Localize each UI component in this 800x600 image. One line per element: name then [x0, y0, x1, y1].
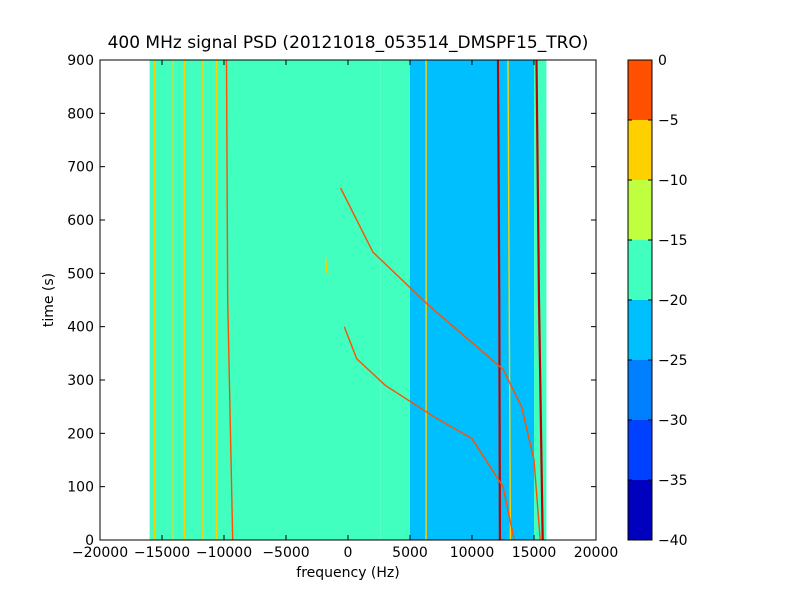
colorbar-tick-label: −15 [658, 233, 688, 249]
colorbar-segment [628, 60, 652, 120]
psd-region-3 [499, 60, 534, 540]
colorbar-tick-label: −10 [658, 173, 688, 189]
y-tick-label: 300 [67, 373, 94, 389]
y-tick-label: 100 [67, 480, 94, 496]
x-tick-label: −15000 [134, 545, 190, 561]
colorbar-tick-label: −40 [658, 533, 688, 549]
signal-trace-8 [507, 59, 512, 541]
x-tick-label: 0 [344, 545, 353, 561]
signal-trace-12 [343, 326, 515, 541]
psd-region-0 [149, 60, 381, 540]
colorbar-tick-label: −5 [658, 113, 679, 129]
x-tick-label: −20000 [72, 545, 128, 561]
colorbar-tick-label: −30 [658, 413, 688, 429]
colorbar-segment [628, 120, 652, 180]
colorbar-segment [628, 480, 652, 540]
x-tick-label: −10000 [196, 545, 252, 561]
y-tick-label: 900 [67, 53, 94, 69]
x-tick-label: 5000 [392, 545, 428, 561]
x-tick-label: 15000 [512, 545, 557, 561]
y-tick-label: 0 [85, 533, 94, 549]
colorbar-tick-label: −20 [658, 293, 688, 309]
colorbar-segment [628, 420, 652, 480]
y-tick-label: 600 [67, 213, 94, 229]
y-tick-label: 400 [67, 320, 94, 336]
x-tick-label: 20000 [574, 545, 619, 561]
y-tick-label: 800 [67, 106, 94, 122]
y-axis-label: time (s) [41, 273, 57, 327]
colorbar: −40 −35 −30 −25 −20 −15 −10 −5 0 [627, 53, 688, 549]
colorbar-segment [628, 300, 652, 360]
signal-trace-11 [339, 187, 541, 541]
colorbar-tick-label: −25 [658, 353, 688, 369]
axis-ticks: −20000 −15000 −10000 −5000 0 5000 10000 15000 20… [67, 53, 618, 561]
x-tick-label: 10000 [450, 545, 495, 561]
psd-region-1 [380, 60, 410, 540]
y-tick-label: 200 [67, 426, 94, 442]
colorbar-segment [628, 180, 652, 240]
chart-title: 400 MHz signal PSD (20121018_053514_DMSP… [108, 33, 589, 53]
colorbar-segment [628, 360, 652, 420]
psd-region-2 [410, 60, 500, 540]
x-tick-label: −5000 [262, 545, 309, 561]
y-tick-label: 700 [67, 160, 94, 176]
colorbar-tick-label: −35 [658, 473, 688, 489]
signal-trace-9 [535, 59, 544, 541]
psd-region-4 [534, 60, 547, 540]
heatmap-plot [99, 59, 597, 541]
x-axis-label: frequency (Hz) [296, 565, 399, 581]
colorbar-segment [628, 240, 652, 300]
signal-trace-7 [496, 59, 501, 541]
signal-trace-5 [225, 59, 234, 541]
signal-trace-10 [325, 257, 328, 274]
colorbar-tick-label: 0 [658, 53, 667, 69]
y-tick-label: 500 [67, 266, 94, 282]
